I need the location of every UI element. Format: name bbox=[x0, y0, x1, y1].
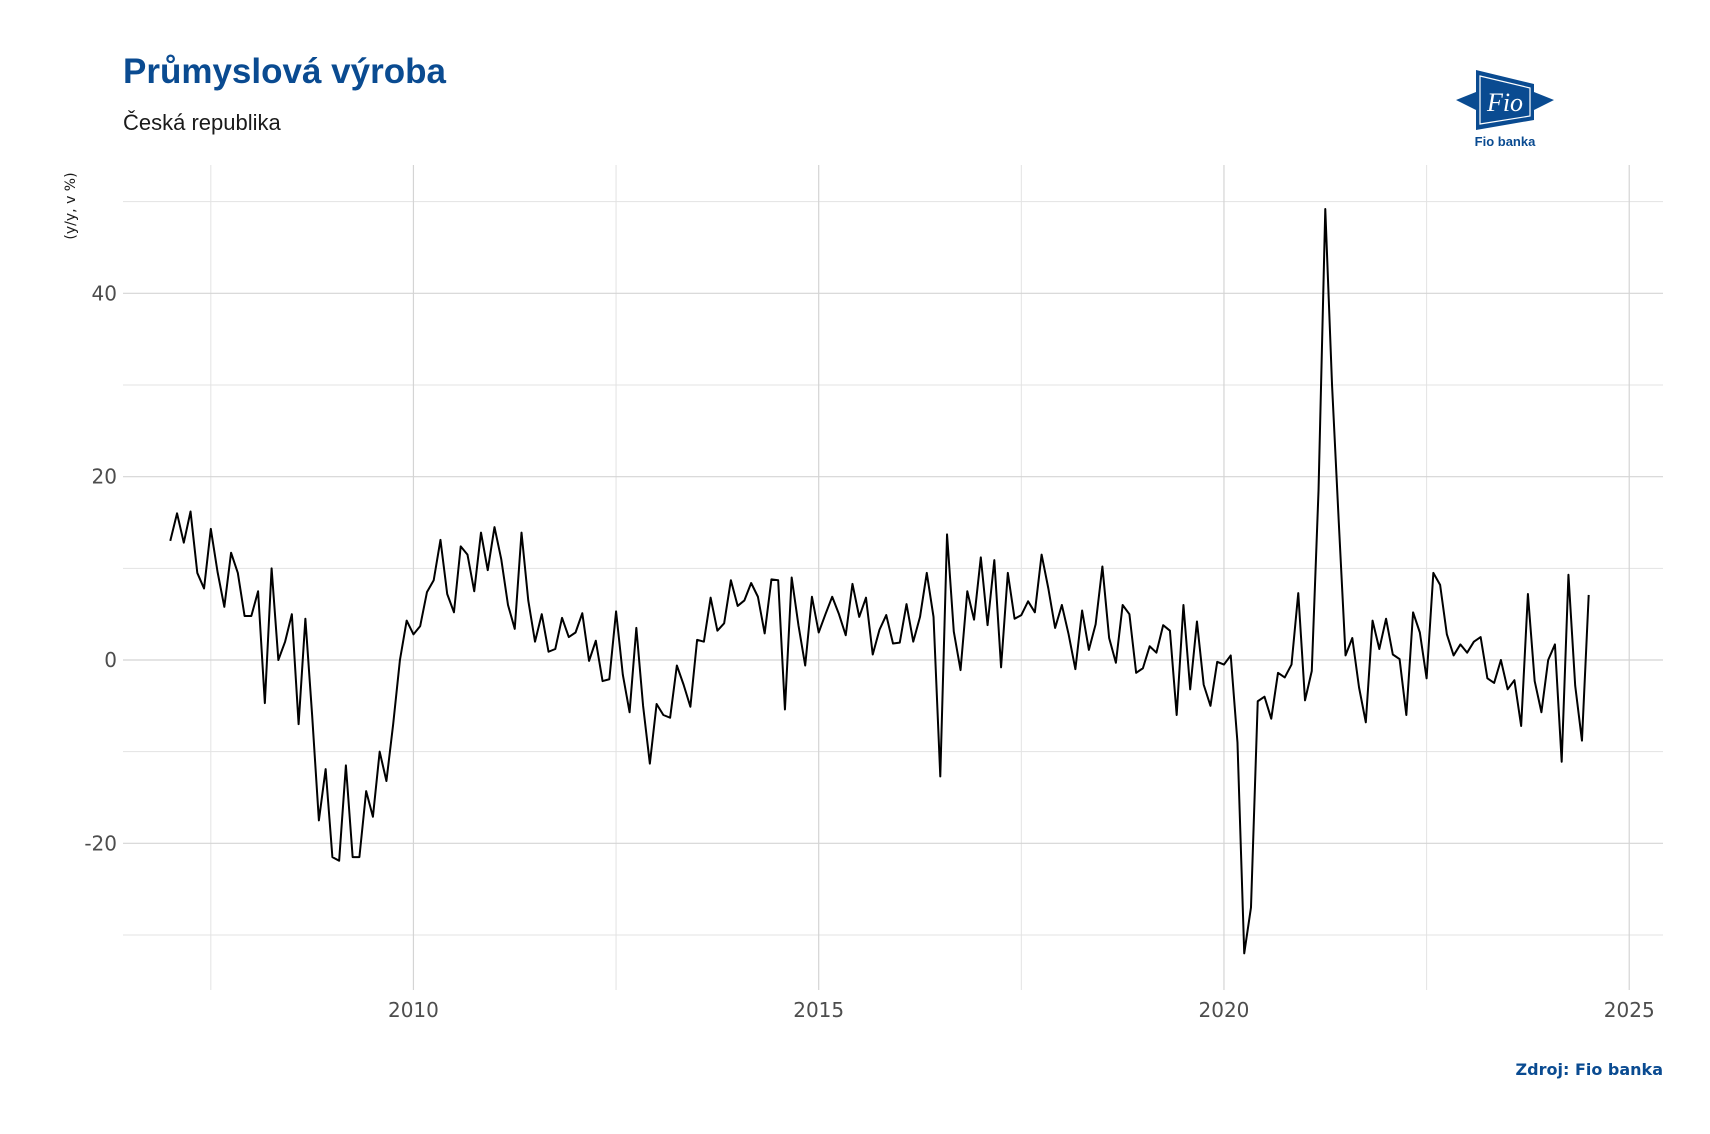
y-tick-label: 0 bbox=[104, 648, 117, 672]
y-axis-label: (y/y, v %) bbox=[63, 172, 79, 239]
x-tick-labels: 2010 2015 2020 2025 bbox=[388, 998, 1655, 1022]
minor-gridlines bbox=[123, 165, 1663, 990]
y-tick-labels: -20 0 20 40 bbox=[84, 281, 117, 855]
y-tick-label: 20 bbox=[92, 465, 117, 489]
logo-wordmark: Fio bbox=[1486, 88, 1523, 117]
y-tick-label: -20 bbox=[84, 831, 117, 855]
series-layer bbox=[169, 208, 1590, 955]
x-tick-label: 2020 bbox=[1199, 998, 1250, 1022]
series-line bbox=[169, 208, 1590, 955]
source-note: Zdroj: Fio banka bbox=[1515, 1060, 1663, 1079]
x-tick-label: 2025 bbox=[1604, 998, 1655, 1022]
x-tick-label: 2010 bbox=[388, 998, 439, 1022]
chart-subtitle: Česká republika bbox=[123, 110, 281, 135]
logo-caption: Fio banka bbox=[1475, 134, 1536, 149]
x-tick-label: 2015 bbox=[793, 998, 844, 1022]
major-gridlines bbox=[123, 165, 1663, 990]
y-tick-label: 40 bbox=[92, 281, 117, 305]
fio-banka-logo: Fio Fio banka bbox=[1450, 62, 1570, 152]
chart-title: Průmyslová výroba bbox=[123, 52, 446, 91]
